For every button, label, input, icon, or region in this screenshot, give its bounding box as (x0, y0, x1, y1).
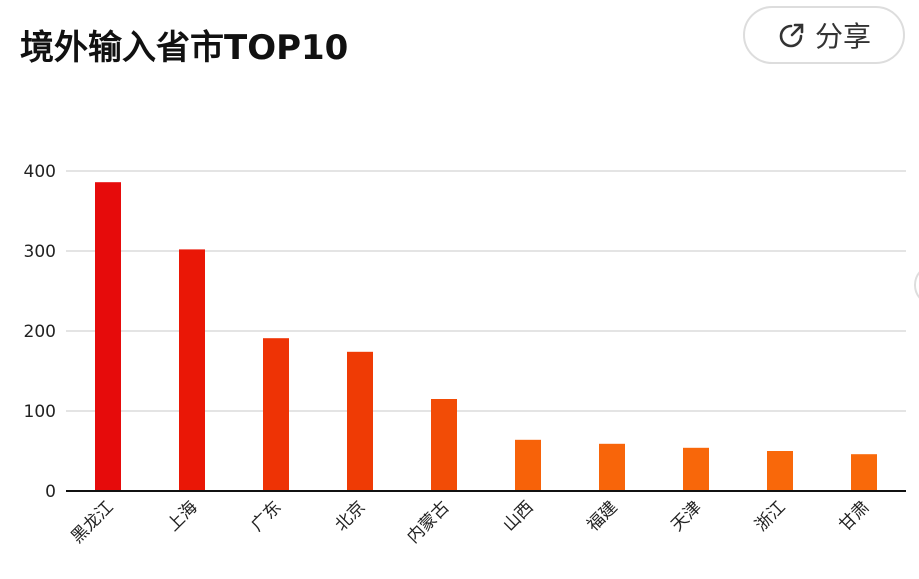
x-tick-label: 上海 (163, 497, 201, 535)
x-tick-label: 内蒙古 (403, 497, 453, 547)
share-icon (779, 23, 804, 48)
share-label[interactable]: 分享 (814, 20, 871, 53)
scroll-handle (914, 271, 919, 299)
x-tick-label: 甘肃 (835, 497, 873, 535)
x-tick-label: 山西 (499, 497, 537, 535)
bar (683, 447, 709, 491)
x-tick-label: 天津 (667, 497, 705, 535)
y-tick-label: 200 (24, 322, 56, 342)
page-title: 境外输入省市TOP10 (20, 28, 349, 68)
bar (767, 451, 793, 491)
bar (515, 439, 541, 491)
bar (431, 399, 457, 491)
y-tick-label: 400 (24, 162, 56, 182)
bar (347, 351, 373, 491)
share-button[interactable]: 分享 (743, 6, 905, 64)
bar (95, 182, 121, 491)
bar (851, 454, 877, 491)
x-tick-label: 黑龙江 (67, 497, 117, 547)
x-tick-label: 广东 (247, 497, 285, 535)
bar (263, 338, 289, 491)
y-tick-label: 0 (45, 482, 56, 502)
y-tick-label: 100 (24, 402, 56, 422)
bar (179, 249, 205, 491)
bar (599, 443, 625, 491)
x-tick-label: 北京 (331, 497, 369, 535)
y-tick-label: 300 (24, 242, 56, 262)
x-tick-label: 福建 (583, 497, 621, 535)
x-tick-label: 浙江 (751, 497, 789, 535)
